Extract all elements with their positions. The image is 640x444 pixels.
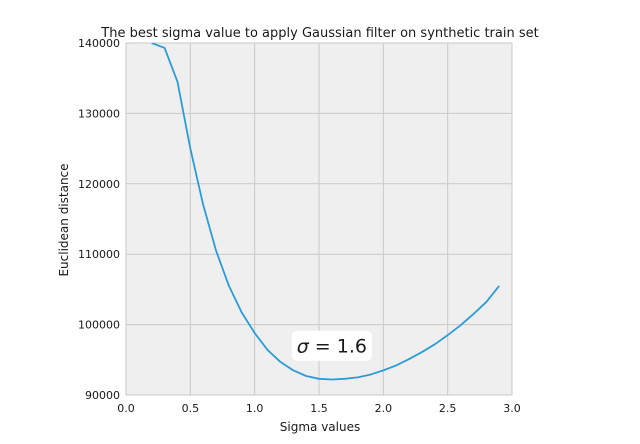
y-tick-label: 120000 — [78, 178, 120, 191]
x-tick-label: 1.5 — [310, 402, 328, 415]
y-axis-title: Euclidean distance — [57, 163, 71, 276]
series-layer — [151, 43, 500, 381]
y-tick-label: 130000 — [78, 107, 120, 120]
chart-title: The best sigma value to apply Gaussian f… — [100, 26, 538, 41]
x-tick-label: 3.0 — [503, 402, 521, 415]
y-tick-label: 110000 — [78, 248, 120, 261]
tick-labels: 0.0 0.5 1.0 1.5 2.0 2.5 3.0 90000 100000 110000 12… — [78, 37, 521, 415]
x-tick-label: 1.0 — [246, 402, 264, 415]
x-tick-label: 0.5 — [182, 402, 200, 415]
x-tick-label: 2.5 — [439, 402, 457, 415]
y-tick-label: 100000 — [78, 319, 120, 332]
series-line — [151, 43, 500, 381]
grid-lines — [125, 42, 513, 396]
annotation-layer: σ = 1.6 — [291, 330, 372, 361]
y-tick-label: 90000 — [85, 389, 120, 402]
x-tick-label: 0.0 — [117, 402, 135, 415]
annotation-box — [291, 330, 372, 361]
annotation-symbol: σ — [297, 336, 310, 358]
x-axis-title: Sigma values — [280, 420, 360, 434]
x-tick-label: 2.0 — [375, 402, 393, 415]
annotation-text: σ = 1.6 — [297, 336, 367, 358]
y-tick-label: 140000 — [78, 37, 120, 50]
annotation-value: = 1.6 — [309, 336, 367, 358]
